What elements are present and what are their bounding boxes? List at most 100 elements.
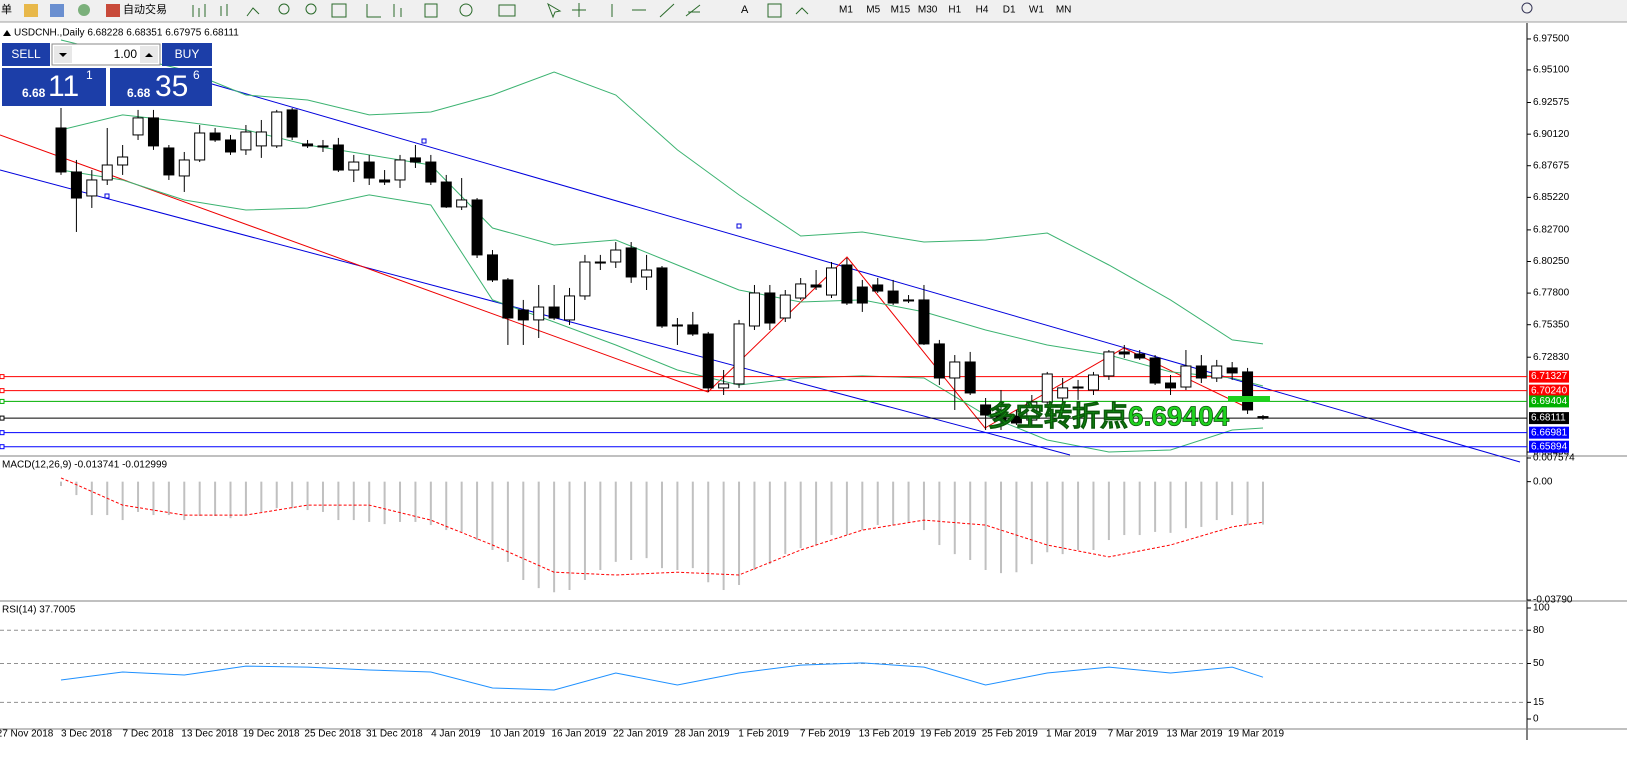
- candle-body: [163, 147, 175, 176]
- x-tick-label: 19 Feb 2019: [920, 729, 977, 740]
- auto-trade-icon[interactable]: [106, 4, 120, 17]
- level-anchor: [0, 388, 5, 394]
- candle-body: [579, 261, 591, 297]
- level-label-bg: [1529, 370, 1569, 383]
- x-tick-label: 7 Dec 2018: [123, 729, 175, 740]
- candle-body: [610, 249, 622, 263]
- timeframe-button[interactable]: M15: [891, 5, 911, 16]
- candle-body: [194, 132, 206, 161]
- candle-body: [409, 157, 421, 163]
- text-tool[interactable]: A: [741, 4, 749, 16]
- sell-label[interactable]: SELL: [11, 47, 41, 61]
- timeframe-button[interactable]: H1: [948, 5, 961, 16]
- x-tick-label: 13 Mar 2019: [1166, 729, 1223, 740]
- candle-body: [856, 286, 868, 304]
- timeframe-button[interactable]: MN: [1056, 5, 1072, 16]
- y-tick-label: 80: [1533, 625, 1545, 636]
- candle-body: [379, 179, 391, 183]
- candle-body: [55, 127, 67, 173]
- timeframe-button[interactable]: H4: [976, 5, 989, 16]
- y-tick-label: 15: [1533, 697, 1545, 708]
- y-tick-label: 100: [1533, 603, 1550, 614]
- candle-body: [980, 404, 992, 416]
- x-tick-label: 13 Dec 2018: [181, 729, 238, 740]
- buy-label[interactable]: BUY: [175, 47, 200, 61]
- candle-body: [995, 411, 1007, 421]
- lot-value[interactable]: 1.00: [114, 47, 138, 61]
- y-tick-label: 6.85220: [1533, 192, 1570, 203]
- candle-body: [1026, 401, 1038, 421]
- buy-button[interactable]: [162, 43, 212, 66]
- candle-body: [1010, 415, 1022, 424]
- tool-icons[interactable]: [192, 2, 809, 19]
- band-upper: [60, 39, 1264, 345]
- candle-body: [425, 161, 437, 183]
- sell-price-box[interactable]: [2, 68, 106, 106]
- candle-body: [1103, 351, 1115, 377]
- x-tick-label: 25 Dec 2018: [304, 729, 361, 740]
- candle-body: [656, 267, 668, 327]
- candle-body: [548, 306, 560, 319]
- level-anchor: [0, 398, 5, 404]
- indicator-label: RSI(14) 37.7005: [2, 605, 76, 616]
- y-tick-label: 6.80250: [1533, 256, 1570, 267]
- lot-input[interactable]: [51, 43, 161, 66]
- timeframe-button[interactable]: M30: [918, 5, 938, 16]
- candle-body: [86, 179, 98, 197]
- candle-body: [1057, 387, 1069, 399]
- candle-body: [363, 161, 375, 179]
- candle-body: [748, 292, 760, 327]
- timeframe-button[interactable]: M1: [839, 5, 853, 16]
- candle-body: [1226, 367, 1238, 374]
- candle-body: [1118, 351, 1130, 355]
- candle-body: [764, 292, 776, 324]
- icon[interactable]: [50, 4, 64, 17]
- buy-price-box[interactable]: [110, 68, 212, 106]
- candle-body: [933, 343, 945, 379]
- timeframe-button[interactable]: W1: [1029, 5, 1044, 16]
- candle-body: [332, 144, 344, 171]
- candle-body: [872, 284, 884, 292]
- candle-body: [887, 290, 899, 304]
- x-tick-label: 7 Mar 2019: [1108, 729, 1159, 740]
- candle-body: [209, 132, 221, 141]
- candle-body: [471, 199, 483, 256]
- icon[interactable]: [78, 4, 90, 16]
- candle-body: [779, 294, 791, 319]
- candle-body: [1041, 373, 1053, 403]
- candle-body: [255, 131, 267, 147]
- candle-body: [240, 131, 252, 151]
- search-icon[interactable]: [1521, 2, 1533, 14]
- indicator-label: MACD(12,26,9) -0.013741 -0.012999: [2, 460, 168, 471]
- y-tick-label: 50: [1533, 658, 1545, 669]
- candle-body: [502, 279, 514, 319]
- icon[interactable]: [24, 4, 38, 17]
- candle-body: [702, 333, 714, 389]
- candle-body: [225, 139, 237, 153]
- y-tick-label: 6.87675: [1533, 160, 1570, 171]
- candle-body: [440, 181, 452, 208]
- timeframes: M1 M5 M15 M30 H1 H4 D1 W1 MN: [839, 5, 1071, 16]
- candle-body: [564, 295, 576, 321]
- candle-body: [718, 383, 730, 389]
- menu-stub[interactable]: 单: [1, 3, 12, 16]
- x-tick-label: 27 Nov 2018: [0, 729, 54, 740]
- timeframe-button[interactable]: M5: [866, 5, 880, 16]
- timeframe-button[interactable]: D1: [1003, 5, 1016, 16]
- x-tick-label: 1 Mar 2019: [1046, 729, 1097, 740]
- x-tick-label: 22 Jan 2019: [613, 729, 668, 740]
- candle-body: [1195, 365, 1207, 379]
- rsi-line: [60, 662, 1264, 691]
- candle-body: [1149, 357, 1161, 384]
- x-tick-label: 31 Dec 2018: [366, 729, 423, 740]
- x-tick-label: 25 Feb 2019: [982, 729, 1039, 740]
- y-tick-label: 0: [1533, 714, 1539, 725]
- sell-button[interactable]: [2, 43, 50, 66]
- price-pane: [0, 23, 1527, 455]
- x-tick-label: 19 Dec 2018: [243, 729, 300, 740]
- auto-trade[interactable]: 自动交易: [123, 2, 167, 16]
- level-label: 6.68111: [1531, 413, 1566, 424]
- x-tick-label: 10 Jan 2019: [490, 729, 545, 740]
- candle-body: [733, 323, 745, 385]
- annotation: 多空转折点6.69404: [988, 399, 1230, 431]
